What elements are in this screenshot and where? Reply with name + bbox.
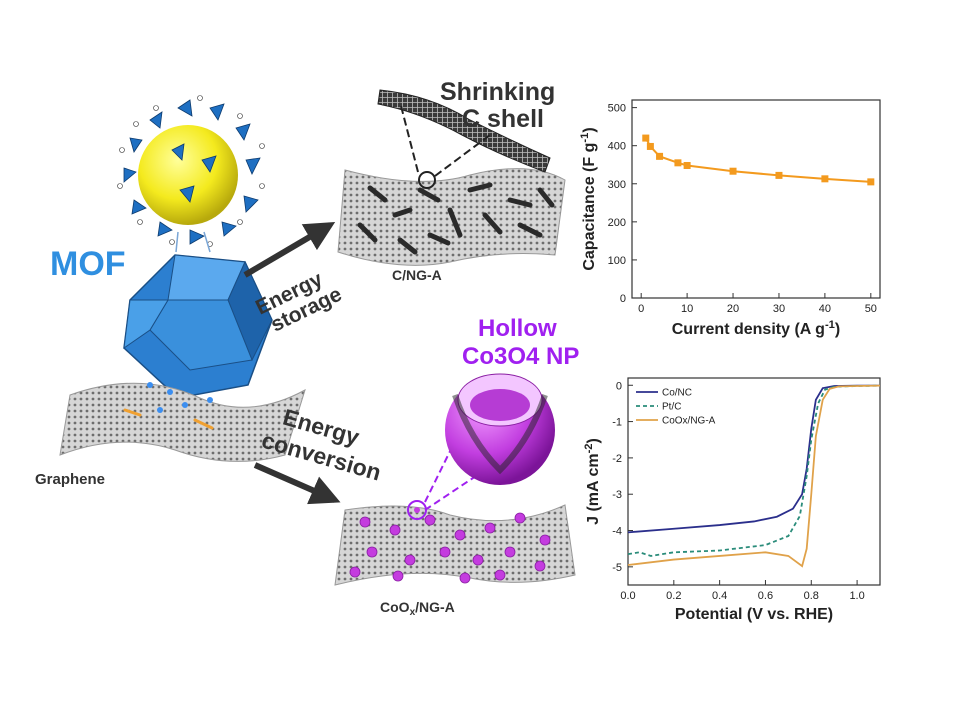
arrow-to-conversion <box>253 462 341 505</box>
y-tick-label: 300 <box>608 179 626 191</box>
graphene-label: Graphene <box>35 471 105 488</box>
x-tick-label: 20 <box>727 303 739 315</box>
capacitance-point <box>656 152 664 160</box>
shrinking-shell-rod <box>377 89 551 189</box>
capacitance-y-axis-title: Capacitance (F g-1) <box>579 127 598 270</box>
x-tick-label: 0.6 <box>758 590 773 602</box>
capacitance-point <box>683 161 691 169</box>
y-tick-label: -3 <box>612 489 622 501</box>
y-tick-label: 500 <box>608 103 626 115</box>
y-tick-label: -5 <box>612 562 622 574</box>
orr-plot-frame <box>627 377 881 586</box>
x-tick-label: 30 <box>773 303 785 315</box>
capacitance-point <box>642 134 650 142</box>
y-tick-label: 0 <box>620 293 626 305</box>
y-tick-label: -1 <box>612 417 622 429</box>
y-tick-label: 200 <box>608 217 626 229</box>
capacitance-point <box>646 142 654 150</box>
x-tick-label: 10 <box>681 303 693 315</box>
c-ng-a-label: C/NG-A <box>392 267 442 283</box>
hollow-label-line2: Co3O4 NP <box>462 343 579 370</box>
orr-series-0 <box>627 384 880 534</box>
capacitance-point <box>821 175 829 183</box>
orr-series-2 <box>627 384 881 568</box>
orr-x-axis-title: Potential (V vs. RHE) <box>675 606 833 623</box>
mof-cage-illustration <box>117 95 265 253</box>
c-ng-a-sheet <box>337 168 566 266</box>
y-tick-label: -2 <box>612 453 622 465</box>
x-tick-label: 1.0 <box>849 590 864 602</box>
orr-polarization-chart: 0.0 0.2 0.4 0.6 0.8 1.0 0 -1 -2 -3 -4 -5 Co/NC Pt/C Co… <box>583 377 881 623</box>
arrow-to-storage <box>243 221 336 278</box>
hollow-label-line1: Hollow <box>478 315 557 342</box>
hollow-co3o4-sphere <box>445 373 555 485</box>
capacitance-point <box>775 171 783 179</box>
capacitance-point <box>674 159 682 167</box>
coox-ng-a-label: CoOx/NG-A <box>380 599 455 618</box>
y-tick-label: 100 <box>608 255 626 267</box>
shrinking-label-line2: C shell <box>462 105 544 133</box>
legend-label: Co/NC <box>662 388 692 399</box>
y-tick-label: 0 <box>616 380 622 392</box>
x-tick-label: 40 <box>819 303 831 315</box>
x-tick-label: 0.4 <box>712 590 727 602</box>
legend-label: Pt/C <box>662 402 681 413</box>
capacitance-plot-frame <box>631 99 881 299</box>
x-tick-label: 50 <box>865 303 877 315</box>
x-tick-label: 0 <box>638 303 644 315</box>
x-tick-label: 0.0 <box>620 590 635 602</box>
mof-label: MOF <box>50 245 126 283</box>
y-tick-label: 400 <box>608 141 626 153</box>
capacitance-point <box>729 167 737 175</box>
capacitance-x-axis-title: Current density (A g-1) <box>672 319 840 338</box>
capacitance-point <box>867 178 875 186</box>
coox-ng-a-sheet <box>334 434 576 586</box>
orr-y-axis-title: J (mA cm-2) <box>583 438 602 525</box>
y-tick-label: -4 <box>612 526 622 538</box>
mof-crystal-illustration <box>123 254 273 399</box>
legend-label: CoOx/NG-A <box>662 416 716 427</box>
x-tick-label: 0.8 <box>804 590 819 602</box>
graphene-sheet <box>59 382 306 462</box>
shrinking-label-line1: Shrinking <box>440 78 555 106</box>
x-tick-label: 0.2 <box>666 590 681 602</box>
